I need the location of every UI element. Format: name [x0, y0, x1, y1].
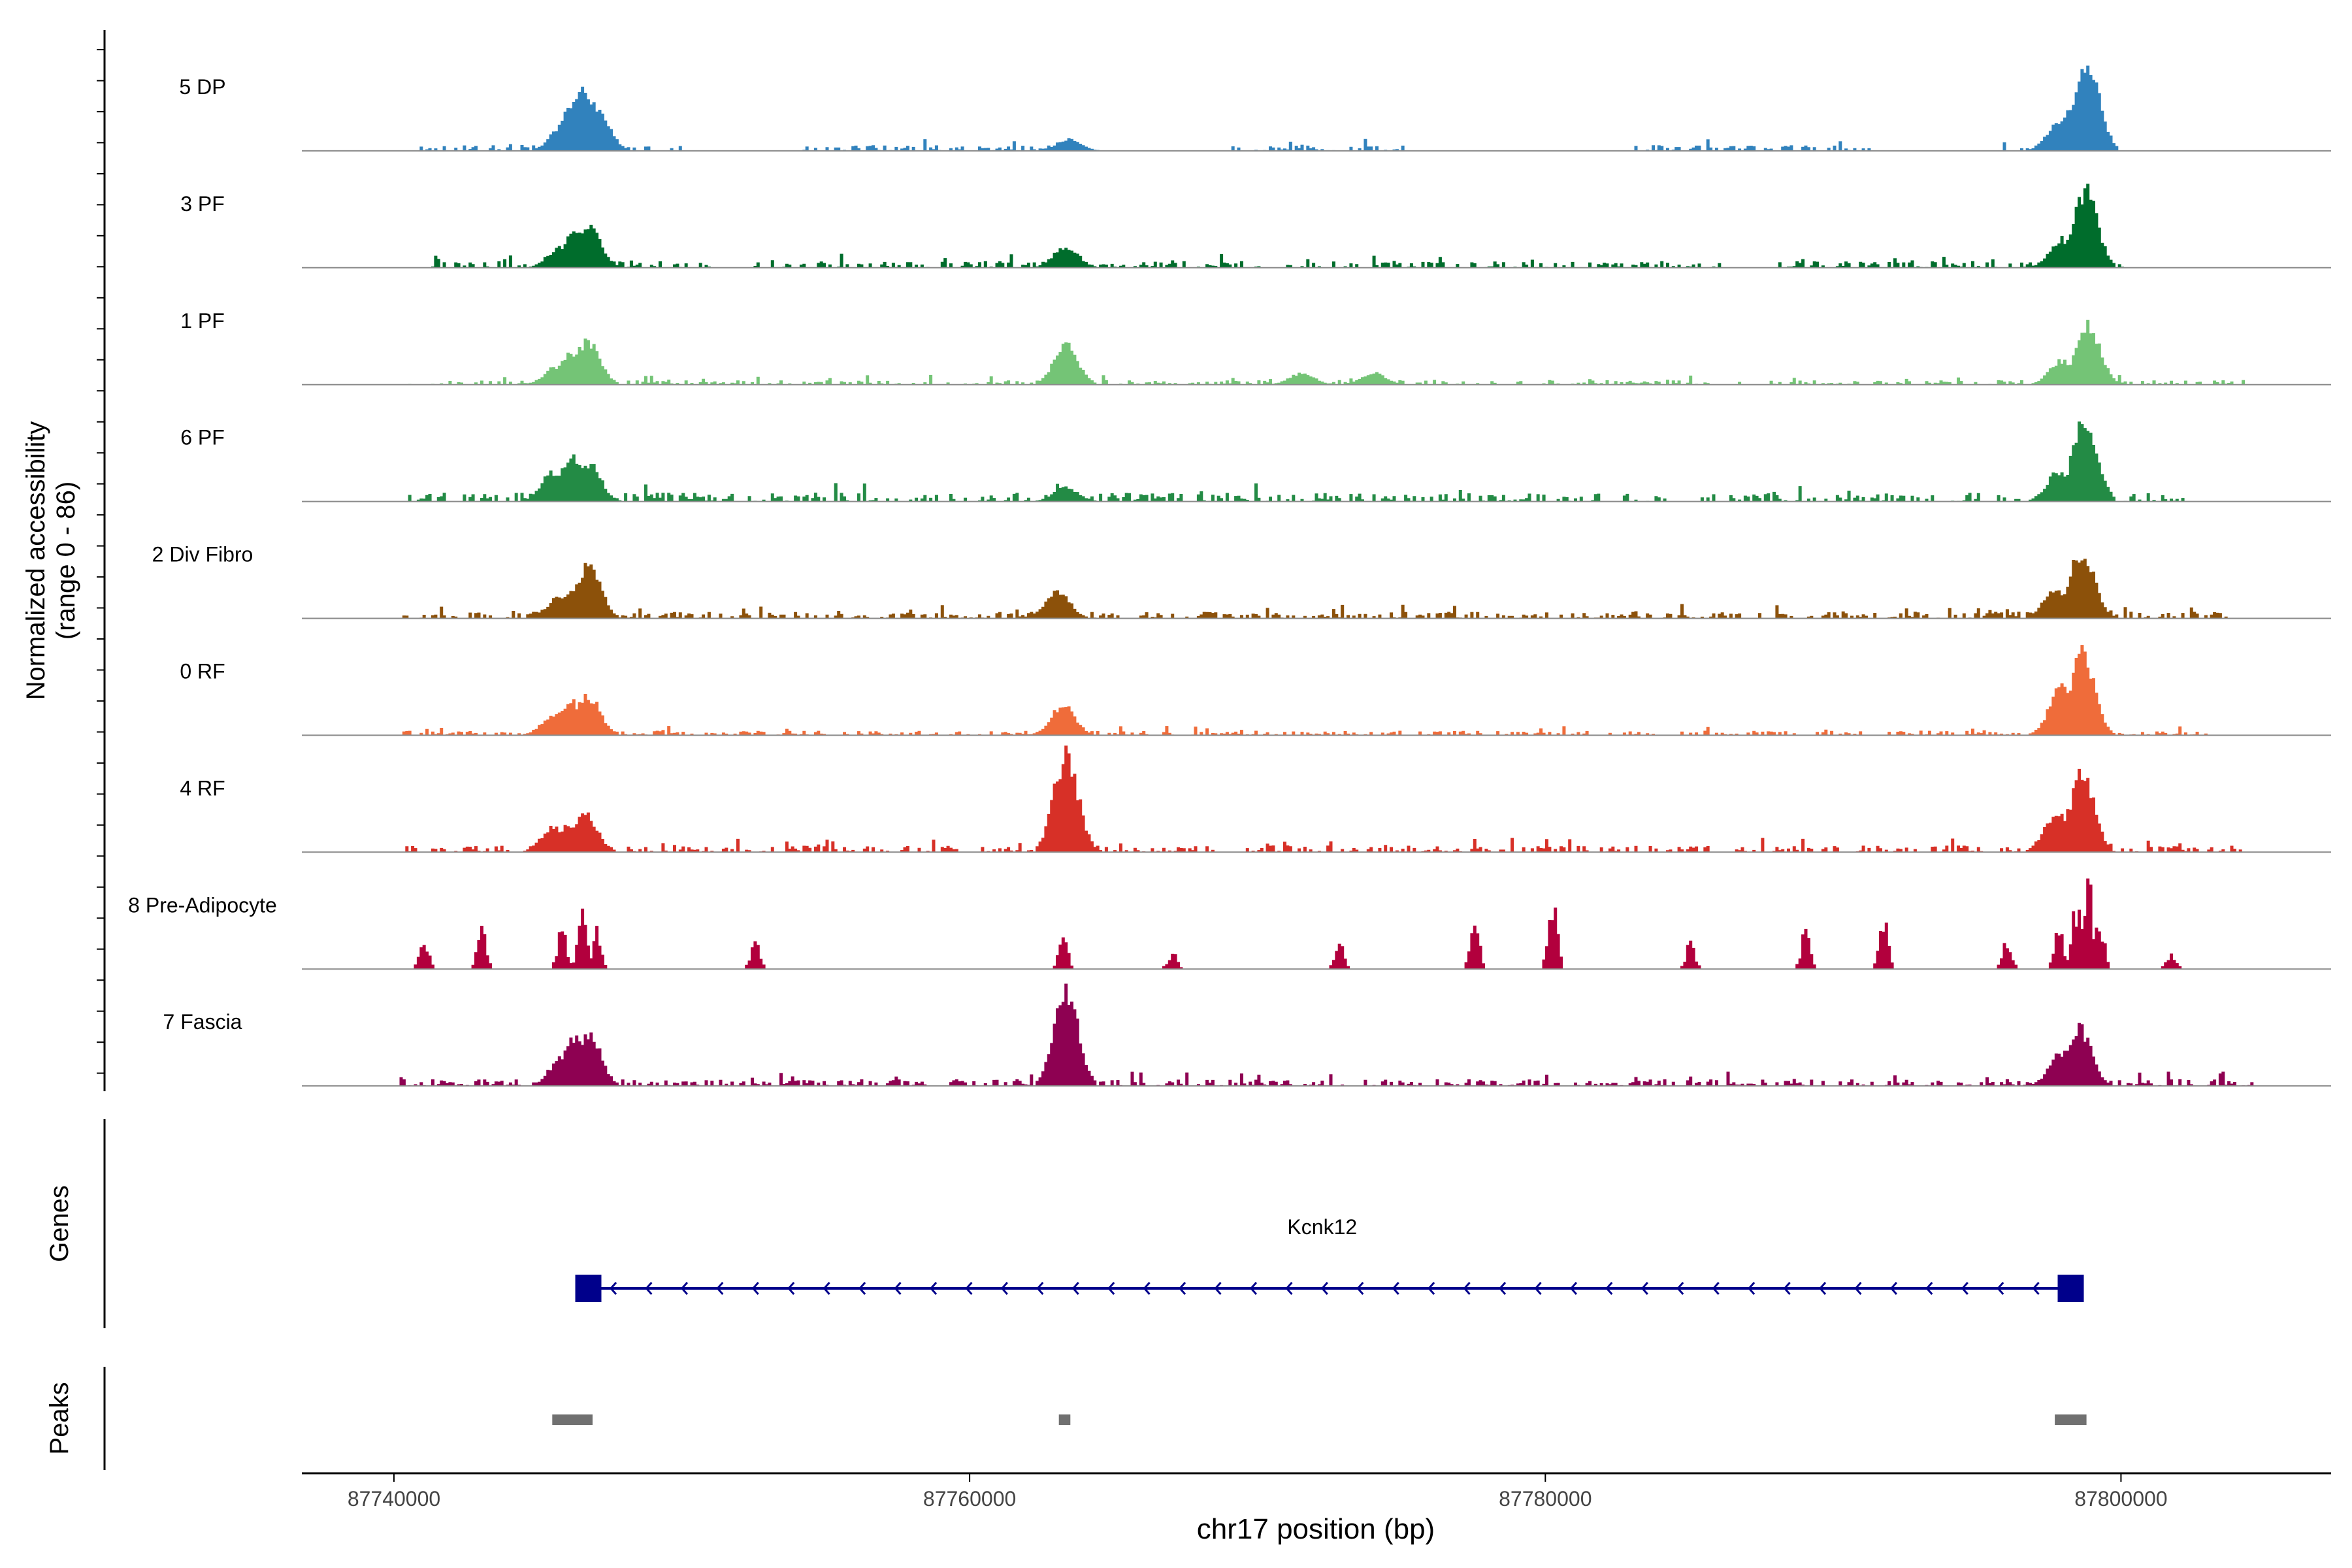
strand-arrow [1641, 1282, 1648, 1295]
strand-arrow [1854, 1282, 1862, 1295]
track-label: 0 RF [180, 660, 225, 683]
track-label: 8 Pre-Adipocyte [128, 893, 277, 917]
strand-arrow [1748, 1282, 1756, 1295]
peak-region [2055, 1414, 2087, 1425]
strand-arrow [1569, 1282, 1578, 1295]
strand-arrow [645, 1282, 653, 1295]
strand-arrow [609, 1282, 617, 1295]
strand-arrow [751, 1282, 759, 1295]
strand-arrow [1214, 1282, 1222, 1295]
strand-arrow [1036, 1282, 1044, 1295]
strand-arrow [1463, 1282, 1471, 1295]
strand-arrow [1961, 1282, 1968, 1295]
strand-arrow [1392, 1282, 1399, 1295]
peaks-panel: Peaks [45, 1367, 2087, 1470]
y-axis-title-line1: Normalized accessibility [22, 421, 50, 700]
strand-arrow [1320, 1282, 1328, 1295]
coverage-area [302, 983, 2331, 1086]
coverage-track: 8 Pre-Adipocyte [128, 878, 2331, 970]
peak-region [1058, 1414, 1071, 1425]
strand-arrow [2032, 1282, 2040, 1295]
strand-arrow [1534, 1282, 1542, 1295]
coverage-track: 2 Div Fibro [152, 543, 2331, 619]
coverage-track: 6 PF [180, 421, 2331, 502]
gene-exon [2057, 1275, 2084, 1302]
peaks-panel-label: Peaks [45, 1382, 74, 1454]
strand-arrow [787, 1282, 795, 1295]
track-label: 3 PF [180, 192, 225, 216]
genes-panel-label: Genes [45, 1185, 74, 1262]
x-axis: 87740000 87760000 87780000 87800000 chr17 p… [302, 1472, 2331, 1545]
x-tick-label: 87800000 [2074, 1487, 2167, 1511]
strand-arrow [1178, 1282, 1186, 1295]
strand-arrow [1498, 1282, 1507, 1295]
strand-arrow [1071, 1282, 1079, 1295]
strand-arrow [716, 1282, 724, 1295]
coverage-area [302, 319, 2331, 385]
strand-arrow [680, 1282, 689, 1295]
x-tick-label: 87760000 [923, 1487, 1016, 1511]
coverage-area [302, 645, 2331, 736]
track-label: 1 PF [180, 309, 225, 333]
track-label: 7 Fascia [163, 1010, 242, 1034]
strand-arrow [1925, 1282, 1933, 1295]
strand-arrow [1249, 1282, 1258, 1295]
peak-region [552, 1414, 593, 1425]
strand-arrow [1889, 1282, 1898, 1295]
coverage-track: 7 Fascia [163, 983, 2331, 1087]
strand-arrow [1605, 1282, 1613, 1295]
gene-exon [575, 1275, 602, 1302]
coverage-track: 1 PF [180, 309, 2331, 385]
strand-arrow [1783, 1282, 1791, 1295]
gene-name-label: Kcnk12 [1287, 1215, 1357, 1239]
coverage-area [302, 559, 2331, 619]
strand-arrow [1000, 1282, 1008, 1295]
coverage-area [302, 421, 2331, 502]
strand-arrow [1818, 1282, 1827, 1295]
coverage-area [302, 878, 2331, 970]
strand-arrow [894, 1282, 902, 1295]
coverage-track: 5 DP [179, 65, 2331, 152]
track-label: 2 Div Fibro [152, 543, 253, 566]
x-tick-label: 87780000 [1499, 1487, 1592, 1511]
track-label: 6 PF [180, 426, 225, 449]
coverage-track: 0 RF [180, 645, 2331, 736]
x-axis-title: chr17 position (bp) [1197, 1513, 1435, 1545]
strand-arrow [1107, 1282, 1115, 1295]
gene-model [575, 1275, 2084, 1302]
strand-arrow [1285, 1282, 1293, 1295]
strand-arrow [1356, 1282, 1364, 1295]
strand-arrow [1997, 1282, 2004, 1295]
y-axis-title-line2: (range 0 - 86) [52, 482, 80, 640]
strand-arrow [823, 1282, 830, 1295]
strand-arrow [1676, 1282, 1684, 1295]
coverage-tracks: 5 DP 3 PF 1 PF 6 PF 2 Div Fibro 0 RF 4 RF 8 Pre… [128, 65, 2331, 1087]
coverage-track: 4 RF [180, 745, 2331, 853]
coverage-track: 3 PF [180, 184, 2331, 269]
strand-arrow [1712, 1282, 1720, 1295]
strand-arrow [1428, 1282, 1435, 1295]
strand-arrow [858, 1282, 866, 1295]
genes-panel: Genes Kcnk12 [45, 1119, 2084, 1328]
track-label: 5 DP [179, 75, 225, 99]
coverage-area [302, 184, 2331, 269]
strand-arrow [929, 1282, 938, 1295]
strand-arrow [1143, 1282, 1151, 1295]
strand-arrow [965, 1282, 973, 1295]
accessibility-axis [97, 30, 106, 1092]
coverage-area [302, 65, 2331, 152]
track-label: 4 RF [180, 776, 225, 800]
coverage-area [302, 745, 2331, 853]
x-tick-label: 87740000 [348, 1487, 440, 1511]
